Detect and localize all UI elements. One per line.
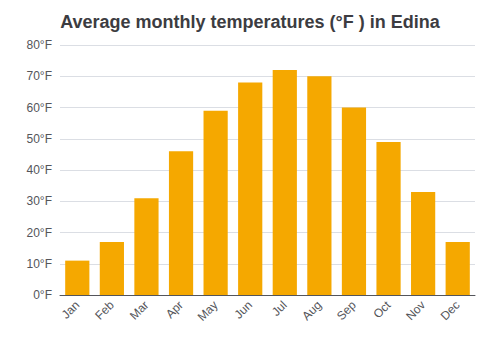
svg-text:Average monthly temperatures (: Average monthly temperatures (°F ) in Ed… [60, 12, 441, 32]
svg-text:Dec: Dec [438, 298, 463, 323]
svg-text:Aug: Aug [299, 298, 324, 323]
svg-text:70°F: 70°F [27, 69, 52, 83]
svg-text:Jul: Jul [269, 298, 290, 319]
svg-text:30°F: 30°F [27, 194, 52, 208]
svg-text:80°F: 80°F [27, 38, 52, 52]
svg-text:Apr: Apr [163, 298, 186, 321]
svg-text:Feb: Feb [92, 298, 117, 323]
svg-text:Oct: Oct [370, 298, 394, 322]
svg-text:50°F: 50°F [27, 132, 52, 146]
svg-text:Jan: Jan [59, 298, 83, 322]
svg-text:60°F: 60°F [27, 101, 52, 115]
svg-text:40°F: 40°F [27, 163, 52, 177]
svg-text:Jun: Jun [232, 298, 256, 322]
svg-text:20°F: 20°F [27, 226, 52, 240]
svg-text:0°F: 0°F [33, 288, 52, 302]
svg-text:Nov: Nov [403, 298, 428, 323]
svg-text:Sep: Sep [334, 298, 359, 323]
svg-text:10°F: 10°F [27, 257, 52, 271]
svg-text:Mar: Mar [127, 298, 152, 322]
svg-text:May: May [195, 298, 221, 324]
